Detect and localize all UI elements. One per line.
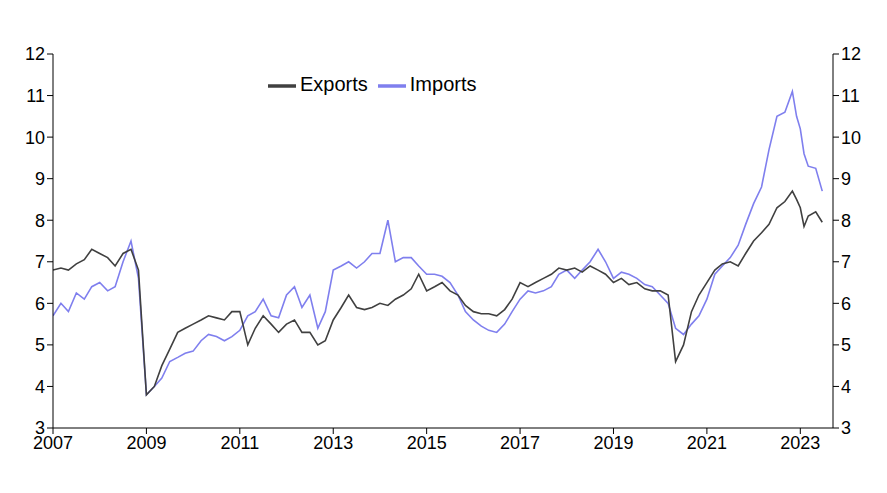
svg-text:2017: 2017 [500, 433, 540, 453]
html-text:Exports: Exports [300, 73, 368, 96]
svg-text:12: 12 [841, 44, 861, 64]
svg-text:2021: 2021 [687, 433, 727, 453]
svg-text:2023: 2023 [780, 433, 820, 453]
svg-text:9: 9 [841, 169, 851, 189]
svg-text:4: 4 [35, 377, 45, 397]
svg-text:10: 10 [25, 128, 45, 148]
svg-text:3: 3 [35, 418, 45, 438]
svg-text:2011: 2011 [220, 433, 259, 453]
svg-text:9: 9 [35, 169, 45, 189]
svg-text:6: 6 [841, 294, 851, 314]
svg-text:11: 11 [841, 86, 860, 106]
svg-text:10: 10 [841, 128, 861, 148]
svg-text:11: 11 [26, 86, 45, 106]
svg-text:7: 7 [841, 252, 851, 272]
svg-text:2007: 2007 [33, 432, 73, 453]
svg-text:3: 3 [841, 418, 851, 438]
svg-text:2015: 2015 [407, 433, 447, 453]
svg-text:5: 5 [841, 335, 851, 355]
html-text:Imports: Imports [409, 73, 477, 96]
svg-text:8: 8 [841, 211, 851, 231]
svg-text:7: 7 [35, 252, 45, 272]
svg-text:2009: 2009 [126, 433, 166, 453]
svg-text:6: 6 [35, 294, 45, 314]
svg-text:8: 8 [35, 211, 45, 231]
svg-text:2013: 2013 [313, 433, 353, 453]
svg-text:5: 5 [35, 335, 45, 355]
svg-text:12: 12 [25, 44, 45, 64]
svg-text:2019: 2019 [593, 433, 633, 453]
svg-text:4: 4 [841, 377, 851, 397]
